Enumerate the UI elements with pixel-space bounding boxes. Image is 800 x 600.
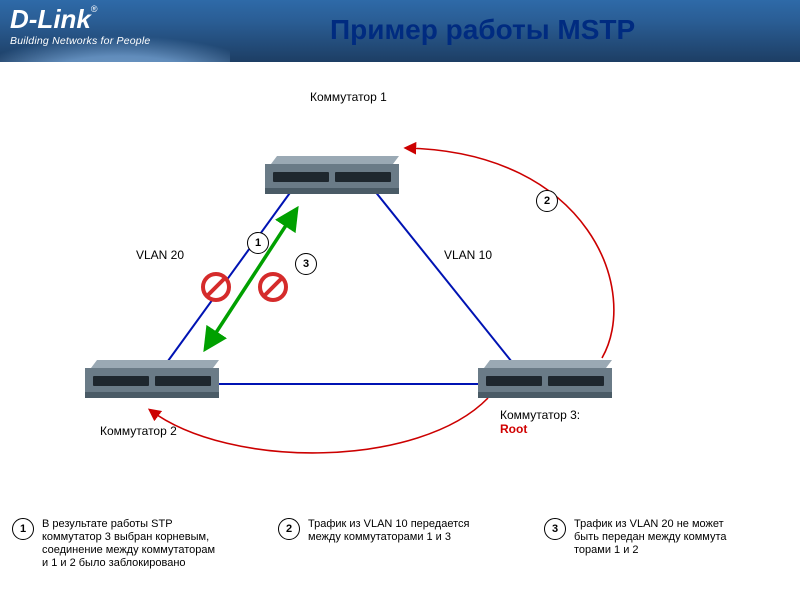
logo-text: D-Link [10,4,91,34]
switch-3-label: Коммутатор 3: [500,408,580,422]
link-label-vlan10: VLAN 10 [444,248,492,262]
marker-3: 3 [295,253,317,275]
footnote-1-num: 1 [12,518,34,540]
switch-3-icon [478,360,612,398]
footnote-1-text: В результате работы STP коммутатор 3 выб… [42,518,215,600]
diagram-stage: Коммутатор 1 Коммутатор 2 Коммутатор 3: … [0,62,800,600]
switch-1-label: Коммутатор 1 [310,90,387,104]
logo: D-Link® Building Networks for People [10,4,150,47]
footnote-1: 1 В результате работы STP коммутатор 3 в… [12,518,256,600]
switch-3-root: Root [500,422,580,436]
footnotes: 1 В результате работы STP коммутатор 3 в… [0,514,800,600]
logo-superscript: ® [91,4,98,14]
footnote-3-text: Трафик из VLAN 20 не может быть передан … [574,518,727,600]
footnote-2-num: 2 [278,518,300,540]
page-title: Пример работы MSTP [330,14,635,46]
banner: D-Link® Building Networks for People При… [0,0,800,62]
footnote-3-num: 3 [544,518,566,540]
prohibit-icon [203,274,229,300]
footnote-2: 2 Трафик из VLAN 10 передается между ком… [278,518,522,600]
traffic-arc-vlan20 [150,398,488,453]
marker-1: 1 [247,232,269,254]
switch-2-label: Коммутатор 2 [100,424,177,438]
footnote-2-text: Трафик из VLAN 10 передается между комму… [308,518,469,600]
switch-1-icon [265,156,399,194]
marker-2: 2 [536,190,558,212]
footnote-3: 3 Трафик из VLAN 20 не может быть переда… [544,518,788,600]
link-sw1-sw3 [374,190,520,372]
link-label-vlan20: VLAN 20 [136,248,184,262]
logo-tagline: Building Networks for People [10,35,150,47]
prohibit-icon [260,274,286,300]
traffic-arc-vlan10 [406,148,614,358]
switch-2-icon [85,360,219,398]
